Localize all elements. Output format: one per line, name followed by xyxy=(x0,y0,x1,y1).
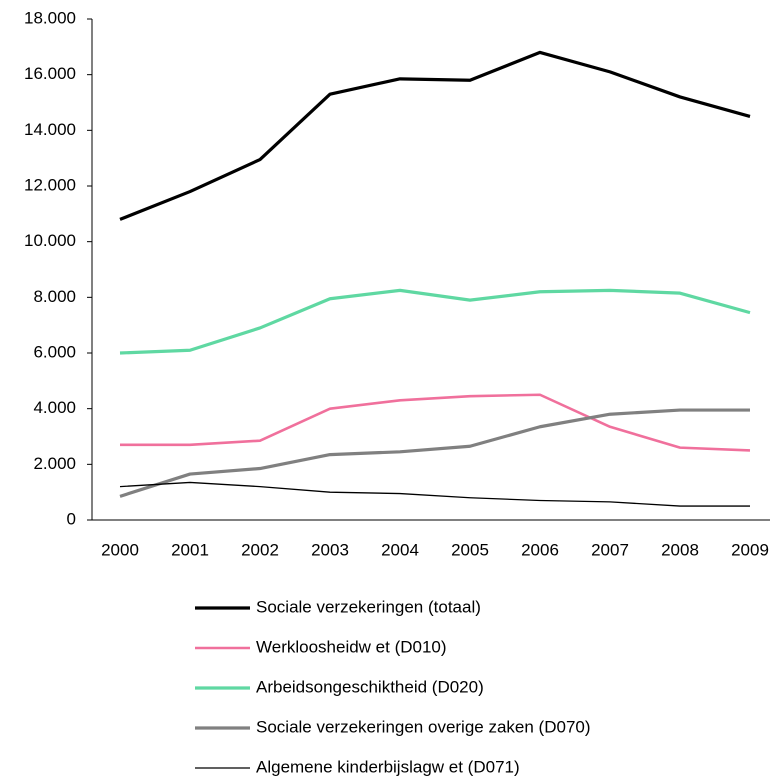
x-tick-label: 2006 xyxy=(521,540,559,559)
series-line xyxy=(119,288,751,355)
series-line xyxy=(119,408,750,498)
x-tick-label: 2008 xyxy=(661,540,699,559)
legend-label: Sociale verzekeringen (totaal) xyxy=(256,597,481,616)
y-tick-label: 6.000 xyxy=(33,342,76,361)
y-tick-label: 8.000 xyxy=(33,287,76,306)
x-tick-label: 2002 xyxy=(241,540,279,559)
x-tick-label: 2003 xyxy=(311,540,349,559)
x-tick-label: 2007 xyxy=(591,540,629,559)
x-tick-label: 2001 xyxy=(171,540,209,559)
y-tick-label: 4.000 xyxy=(33,398,76,417)
legend-label: Werkloosheidw et (D010) xyxy=(256,637,447,656)
y-tick-label: 0 xyxy=(67,509,76,528)
series-line xyxy=(119,50,751,221)
x-tick-label: 2004 xyxy=(381,540,419,559)
legend-label: Sociale verzekeringen overige zaken (D07… xyxy=(256,717,591,736)
y-tick-label: 12.000 xyxy=(24,175,76,194)
y-tick-label: 10.000 xyxy=(24,231,76,250)
y-tick-label: 14.000 xyxy=(24,120,76,139)
y-tick-label: 2.000 xyxy=(33,454,76,473)
legend-label: Algemene kinderbijslagw et (D071) xyxy=(256,757,520,776)
x-tick-label: 2005 xyxy=(451,540,489,559)
series-line xyxy=(119,481,750,507)
series-line xyxy=(120,393,751,452)
x-tick-label: 2009 xyxy=(731,540,769,559)
y-tick-label: 16.000 xyxy=(24,64,76,83)
y-tick-label: 18.000 xyxy=(24,8,76,27)
x-tick-label: 2000 xyxy=(101,540,139,559)
legend-label: Arbeidsongeschiktheid (D020) xyxy=(256,677,484,696)
